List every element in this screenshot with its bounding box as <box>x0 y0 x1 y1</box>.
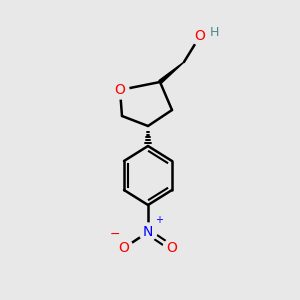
Text: O: O <box>195 29 206 43</box>
Text: O: O <box>115 83 125 97</box>
Circle shape <box>111 81 129 99</box>
Circle shape <box>163 239 181 257</box>
Polygon shape <box>159 62 184 83</box>
Text: −: − <box>110 228 120 241</box>
Text: N: N <box>143 225 153 239</box>
Text: H: H <box>210 26 219 38</box>
Circle shape <box>115 239 133 257</box>
Text: O: O <box>167 241 177 255</box>
Circle shape <box>191 27 209 45</box>
Text: +: + <box>155 215 163 225</box>
Text: O: O <box>118 241 129 255</box>
Circle shape <box>139 223 157 241</box>
